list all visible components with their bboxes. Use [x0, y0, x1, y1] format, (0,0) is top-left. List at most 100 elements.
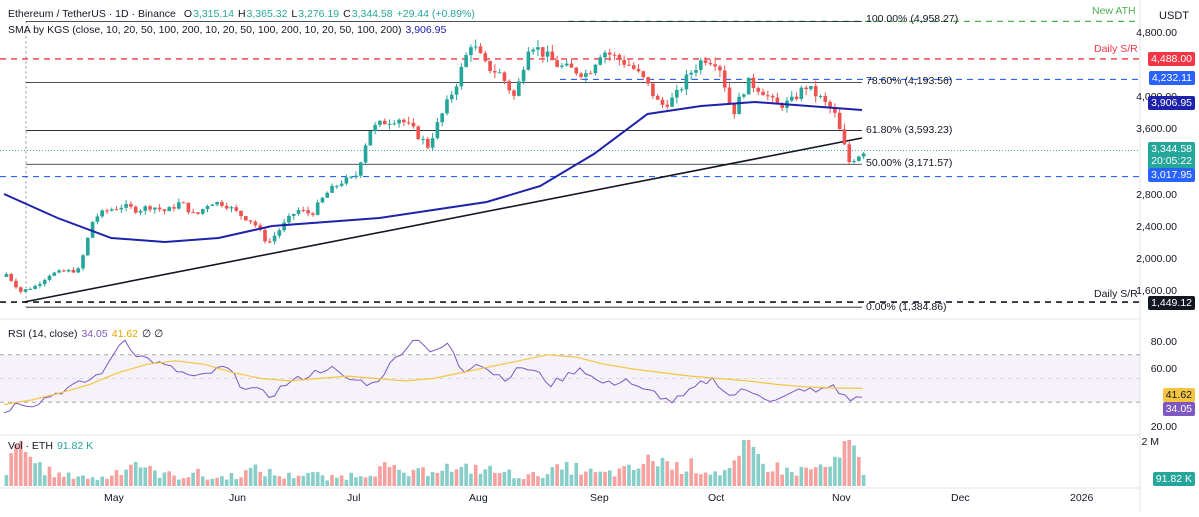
volume-bar	[617, 468, 622, 486]
candle-body	[363, 145, 368, 163]
volume-bar	[521, 479, 526, 486]
rsi-value-label[interactable]: 34.05	[1162, 402, 1195, 416]
volume-bar	[813, 467, 818, 486]
volume-bar	[100, 476, 104, 486]
candle-body	[622, 59, 626, 65]
volume-bar	[536, 476, 540, 486]
volume-bar	[560, 469, 564, 486]
sma-indicator-label[interactable]: SMA by KGS (close, 10, 20, 50, 100, 200,…	[8, 24, 402, 36]
rsi-legend[interactable]: RSI (14, close) 34.05 41.62 ∅ ∅	[8, 328, 163, 340]
candle-body	[239, 210, 243, 217]
candle-body	[737, 96, 741, 115]
candle-body	[282, 222, 286, 231]
candle-body	[18, 287, 23, 292]
candle-body	[837, 112, 842, 130]
ohlc-l-value: 3,276.19	[298, 8, 340, 20]
volume-bar	[603, 471, 607, 486]
volume-bar	[818, 464, 823, 486]
volume-bar	[502, 471, 507, 486]
volume-bar	[785, 467, 789, 486]
volume-bar	[828, 466, 832, 486]
price-tick: 2,400.00	[1136, 221, 1177, 233]
price-label-support[interactable]: 3,017.95	[1148, 168, 1195, 182]
volume-bar	[263, 476, 267, 486]
candle-body	[493, 71, 497, 73]
price-tick: 1,600.00	[1136, 285, 1177, 297]
candle-body	[325, 192, 330, 198]
volume-last-label[interactable]: 91.82 K	[1152, 472, 1195, 486]
price-label-daily-sr-top[interactable]: 4,488.00	[1148, 52, 1195, 66]
volume-bar	[205, 479, 210, 486]
volume-label[interactable]: Vol · ETH	[8, 440, 53, 452]
volume-bar	[775, 462, 780, 486]
rsi-ma-label[interactable]: 41.62	[1162, 388, 1195, 402]
candle-body	[181, 202, 186, 204]
daily-sr-top-label: Daily S/R	[1094, 43, 1138, 55]
rsi-ma-value: 41.62	[111, 328, 139, 340]
candle-body	[253, 221, 258, 226]
candle-body	[215, 202, 219, 205]
candle-body	[660, 99, 665, 105]
candle-body	[564, 63, 569, 66]
volume-bar	[416, 468, 421, 486]
price-label-daily-sr-bottom[interactable]: 1,449.12	[1148, 296, 1195, 310]
candle-body	[354, 175, 358, 177]
volume-bar	[718, 475, 722, 486]
candle-body	[670, 97, 674, 107]
volume-bar	[449, 471, 454, 486]
rsi-label[interactable]: RSI (14, close)	[8, 328, 78, 340]
volume-bar	[833, 456, 837, 486]
candle-body	[119, 207, 124, 210]
price-label-last[interactable]: 3,344.58 20:05:22	[1148, 142, 1195, 169]
volume-bar	[349, 472, 354, 486]
volume-tick: 2 M	[1141, 436, 1159, 448]
volume-bar	[569, 474, 574, 486]
time-tick: Jul	[347, 492, 361, 504]
candle-body	[526, 51, 531, 70]
volume-bar	[315, 472, 320, 486]
fib-786-label: 78.60% (4,193.56)	[866, 75, 953, 87]
candle-body	[57, 270, 61, 273]
volume-bar	[708, 474, 713, 486]
currency-label[interactable]: USDT	[1159, 10, 1189, 22]
candle-body	[296, 210, 301, 214]
candle-body	[387, 123, 392, 125]
price-label-sma[interactable]: 3,906.95	[1148, 96, 1195, 110]
volume-bar	[220, 476, 224, 486]
candle-body	[258, 225, 263, 230]
volume-bar	[138, 467, 143, 486]
symbol-legend[interactable]: Ethereum / TetherUS · 1D · Binance O 3,31…	[8, 8, 475, 20]
volume-bar	[579, 474, 583, 486]
candle-body	[449, 94, 454, 100]
volume-bar	[689, 458, 694, 486]
volume-bar	[95, 480, 100, 486]
volume-bar	[488, 465, 492, 486]
volume-bar	[809, 469, 813, 486]
volume-bar	[296, 475, 301, 486]
volume-bar	[358, 476, 363, 486]
sma-legend[interactable]: SMA by KGS (close, 10, 20, 50, 100, 200,…	[8, 24, 446, 36]
volume-bar	[267, 468, 272, 486]
candle-body	[852, 160, 856, 163]
volume-bar	[85, 478, 90, 486]
volume-bar	[789, 472, 794, 486]
fib-50-label: 50.00% (3,171.57)	[866, 157, 953, 169]
price-tick: 2,000.00	[1136, 253, 1177, 265]
candle-body	[847, 144, 852, 163]
volume-bar	[378, 466, 382, 486]
price-label-fib786[interactable]: 4,232.11	[1148, 71, 1195, 85]
candle-body	[842, 129, 847, 145]
volume-legend[interactable]: Vol · ETH 91.82 K	[8, 440, 93, 452]
candle-body	[651, 83, 655, 97]
volume-bar	[742, 440, 746, 486]
candle-body	[402, 119, 406, 123]
volume-bar	[531, 471, 535, 486]
symbol-title[interactable]: Ethereum / TetherUS · 1D · Binance	[8, 8, 176, 20]
candle-body	[507, 81, 512, 91]
candle-body	[220, 202, 224, 206]
volume-bar	[435, 472, 440, 486]
volume-bar	[215, 477, 219, 486]
candle-body	[205, 205, 210, 210]
